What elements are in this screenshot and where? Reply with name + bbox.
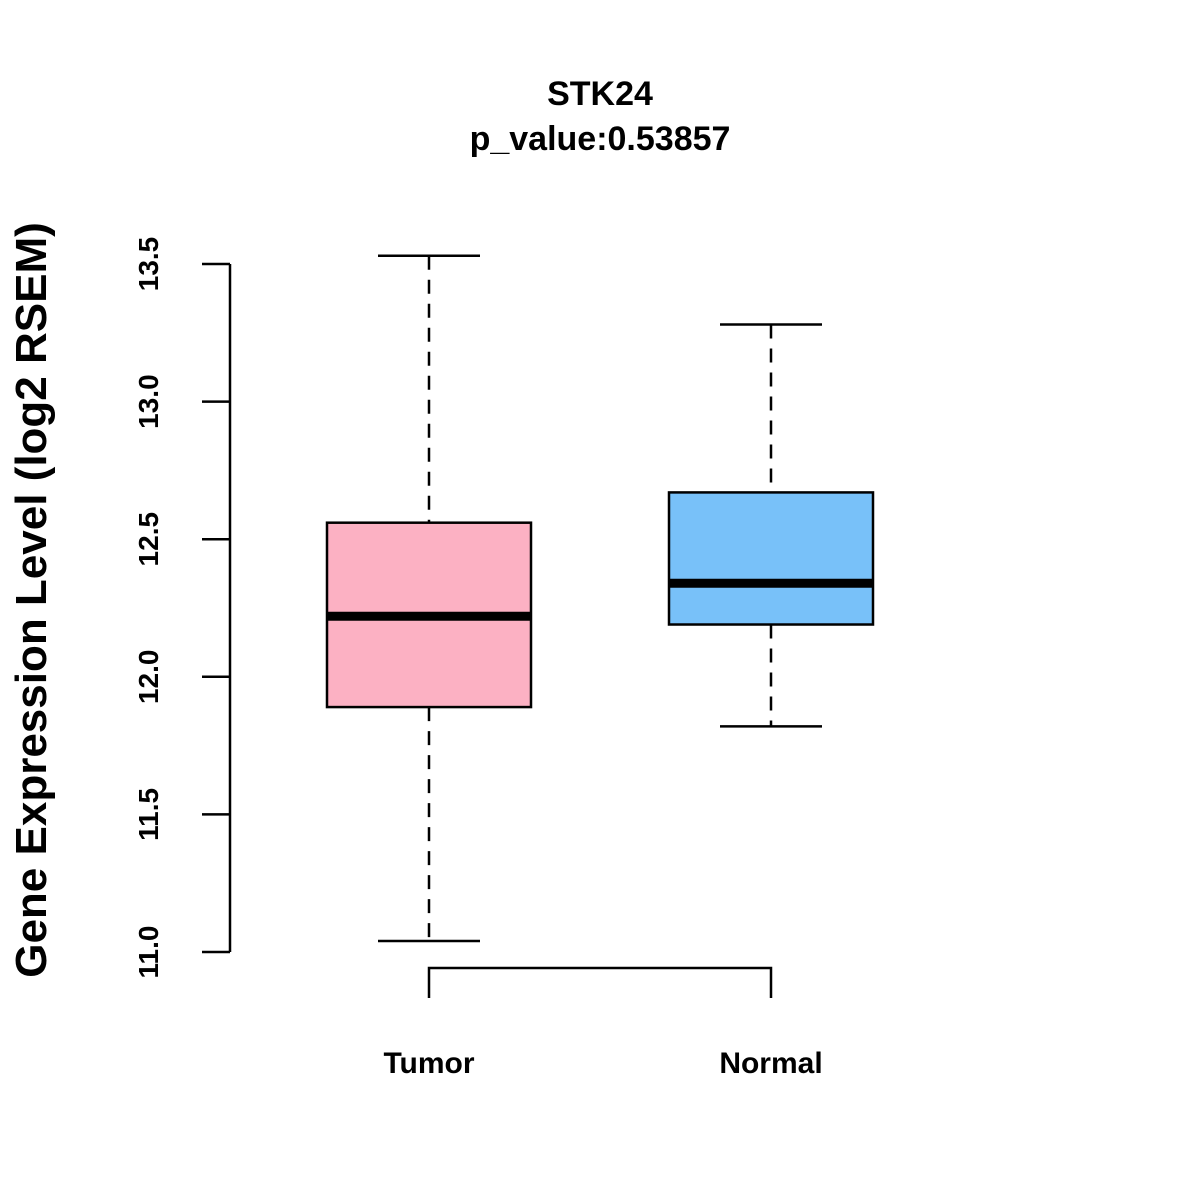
x-category-label: Normal bbox=[719, 1047, 822, 1080]
bracket-line bbox=[427, 966, 773, 998]
iqr-box bbox=[667, 491, 875, 626]
x-category-label: Tumor bbox=[383, 1047, 474, 1080]
box-group: Tumor Normal bbox=[325, 254, 875, 1080]
box-tumor: Tumor bbox=[325, 254, 533, 1080]
comparison-bracket bbox=[427, 966, 773, 998]
chart-title: STK24 bbox=[547, 75, 653, 113]
y-tick-label: 11.0 bbox=[133, 926, 164, 979]
y-axis-label: Gene Expression Level (log2 RSEM) bbox=[7, 222, 56, 978]
y-tick-label: 11.5 bbox=[133, 788, 164, 841]
y-tick-label: 13.0 bbox=[133, 374, 164, 429]
box-normal: Normal bbox=[667, 323, 875, 1080]
chart-subtitle: p_value:0.53857 bbox=[470, 120, 731, 158]
y-tick-label: 13.5 bbox=[133, 237, 164, 292]
y-axis: 11.0 11.5 12.0 12.5 13.0 13.5 bbox=[133, 237, 232, 979]
y-tick-label: 12.5 bbox=[133, 512, 164, 567]
y-tick-label: 12.0 bbox=[133, 650, 164, 705]
